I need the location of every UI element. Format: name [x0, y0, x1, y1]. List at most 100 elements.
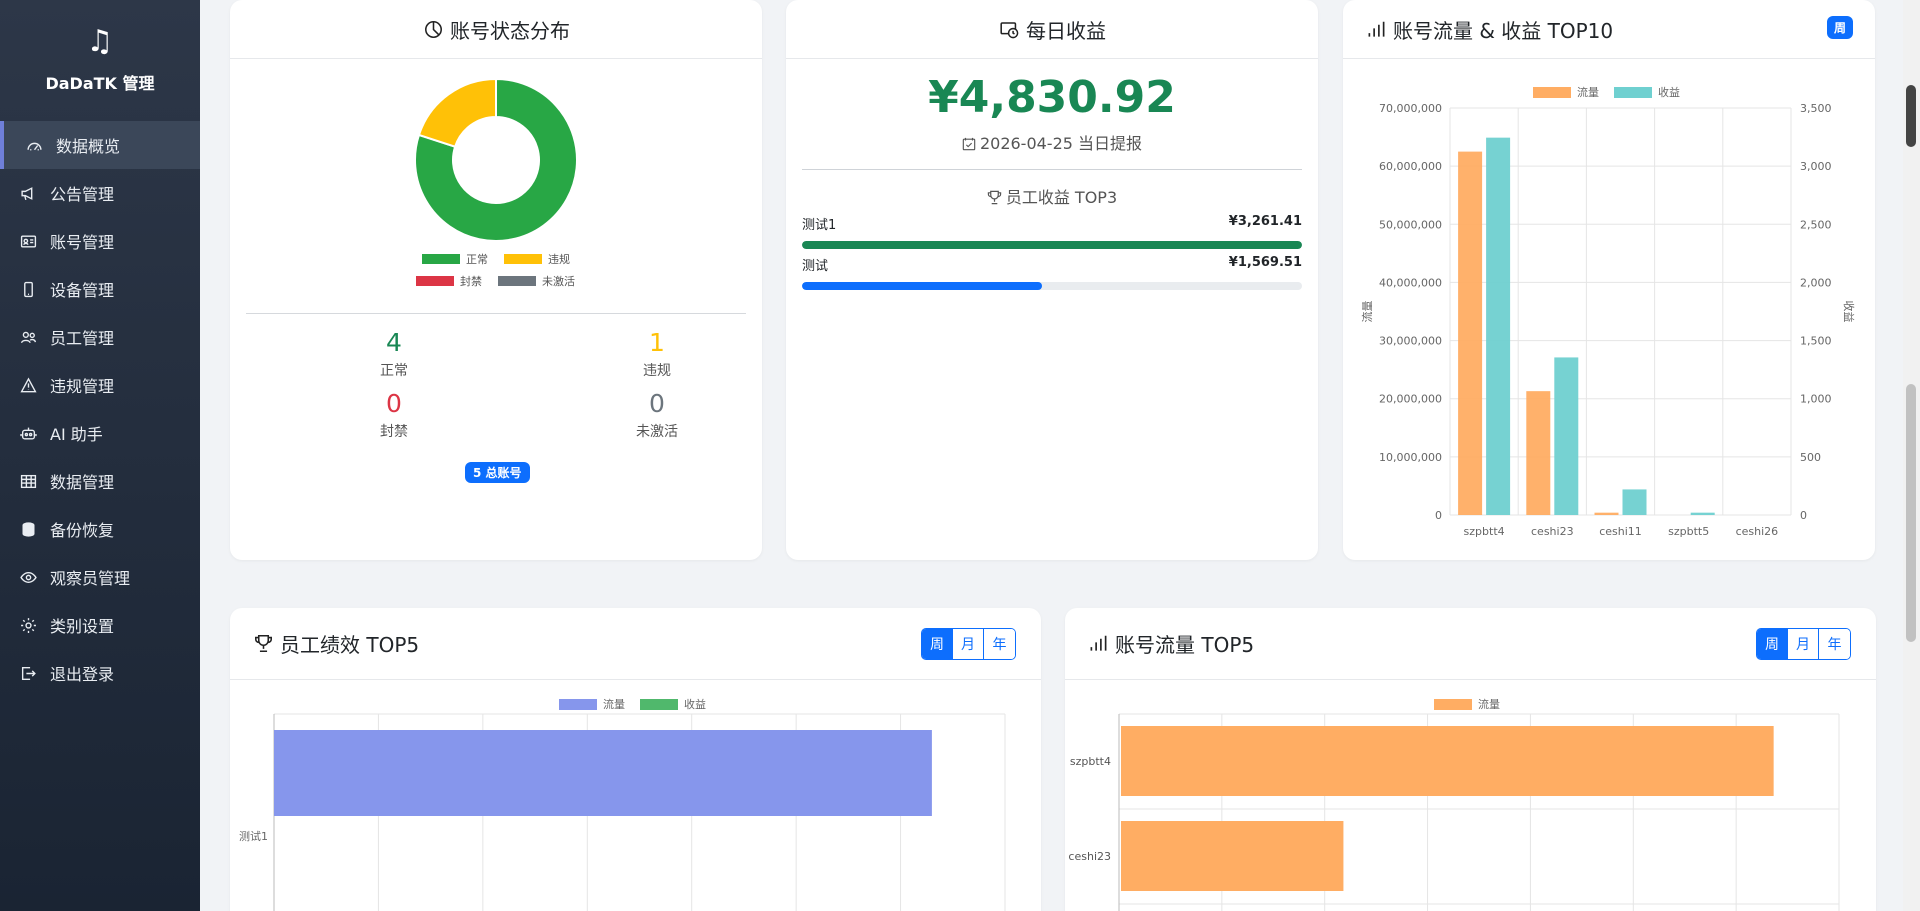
trophy-icon [252, 633, 274, 655]
sidebar-item[interactable]: AI 助手 [0, 409, 200, 457]
legend-swatch [498, 276, 536, 286]
y2-tick-label: 2,500 [1800, 218, 1832, 231]
stat-value: 4 [386, 328, 402, 357]
card-title: 账号流量 & 收益 TOP10 [1393, 18, 1614, 43]
sidebar-item[interactable]: 观察员管理 [0, 553, 200, 601]
card-title: 每日收益 [1026, 18, 1106, 43]
bar-收益-ceshi23[interactable] [1554, 357, 1579, 515]
sidebar-item[interactable]: 违规管理 [0, 361, 200, 409]
bar-流量-szpbtt4[interactable] [1458, 151, 1483, 515]
progress-track [802, 282, 1302, 290]
period-toggle: 周 月 年 [1756, 628, 1851, 660]
status-legend-row-1: 正常 违规 [422, 251, 586, 267]
y-tick-label: 20,000,000 [1379, 393, 1442, 406]
sidebar-item-label: 类别设置 [50, 617, 115, 636]
legend-swatch [559, 699, 597, 710]
sidebar-item[interactable]: 公告管理 [0, 169, 200, 217]
stat-violation: 1 违规 [557, 328, 757, 380]
status-donut-chart [414, 77, 578, 242]
sidebar-item-label: 观察员管理 [50, 569, 131, 588]
period-week-button[interactable]: 周 [1757, 629, 1788, 659]
y-tick-label: ceshi23 [1068, 850, 1111, 863]
legend-swatch [422, 254, 460, 264]
stat-label: 违规 [643, 363, 671, 379]
x-tick-label: szpbtt5 [1668, 525, 1709, 538]
legend-label: 封禁 [460, 275, 482, 288]
legend-label: 收益 [684, 697, 706, 711]
legend-label: 收益 [1658, 85, 1680, 99]
progress-track [802, 241, 1302, 249]
employee-value: ¥3,261.41 [1228, 214, 1302, 229]
y2-axis-label: 收益 [1842, 301, 1856, 323]
legend-swatch [640, 699, 678, 710]
y2-tick-label: 1,500 [1800, 335, 1832, 348]
bar-收益-szpbtt5[interactable] [1690, 512, 1715, 515]
sidebar-item[interactable]: 退出登录 [0, 649, 200, 697]
sidebar-item[interactable]: 备份恢复 [0, 505, 200, 553]
period-year-button[interactable]: 年 [1819, 629, 1850, 659]
divider [246, 313, 746, 314]
top3-title: 员工收益 TOP3 [786, 184, 1318, 209]
y-tick-label: 40,000,000 [1379, 276, 1442, 289]
bar-chart-icon [1087, 633, 1109, 655]
scrollbar-thumb[interactable] [1906, 384, 1916, 642]
bar-收益-ceshi11[interactable] [1622, 489, 1647, 515]
scrollbar-handle-top[interactable] [1906, 85, 1916, 147]
employee-performance-card: 员工绩效 TOP5 周 月 年 流量 收益测试1 [230, 608, 1041, 911]
page-scrollbar[interactable] [1903, 0, 1920, 911]
legend-swatch [416, 276, 454, 286]
legend-label: 流量 [1478, 697, 1500, 711]
donut-slice-正常[interactable] [414, 77, 578, 242]
bar-流量-ceshi11[interactable] [1594, 512, 1619, 515]
period-week-button[interactable]: 周 [922, 629, 953, 659]
bar-流量-ceshi23[interactable] [1121, 821, 1344, 891]
sidebar-item[interactable]: 账号管理 [0, 217, 200, 265]
sidebar-item[interactable]: 员工管理 [0, 313, 200, 361]
sidebar-item[interactable]: 设备管理 [0, 265, 200, 313]
robot-icon [18, 423, 38, 443]
card-header: 每日收益 [786, 0, 1318, 59]
account-status-card: 账号状态分布 正常 违规 封禁 未激活 4 正常 1 违规 0 封禁 0 未激活… [230, 0, 762, 560]
employee-name: 测试 [802, 259, 829, 274]
account-traffic-top5-card: 账号流量 TOP5 周 月 年 流量 szpbtt4 ceshi23 [1065, 608, 1876, 911]
daily-earnings-card: 每日收益 ¥4,830.92 2026-04-25 当日提报 员工收益 TOP3… [786, 0, 1318, 560]
stat-value: 0 [649, 389, 665, 418]
top3-title-text: 员工收益 TOP3 [1005, 188, 1118, 207]
bar-收益-szpbtt4[interactable] [1486, 137, 1511, 515]
sidebar-nav: 数据概览 公告管理 账号管理 设备管理 员工管理 违规管理 AI 助手 数据管理 备份恢复观察员… [0, 121, 200, 697]
sidebar-item-label: 退出登录 [50, 665, 115, 684]
x-tick-label: ceshi26 [1736, 525, 1779, 538]
progress-fill [802, 282, 1042, 290]
withdraw-date: 2026-04-25 当日提报 [786, 130, 1318, 155]
megaphone-icon [18, 183, 38, 203]
traffic-earnings-top10-card: 账号流量 & 收益 TOP10 周 流量 收益 0 0 10,000,000 500 20,… [1343, 0, 1875, 560]
employee-name: 测试1 [802, 218, 837, 233]
y-tick-label: szpbtt4 [1070, 755, 1111, 768]
card-title: 账号流量 TOP5 [1115, 633, 1255, 657]
period-month-button[interactable]: 月 [953, 629, 984, 659]
sidebar-item[interactable]: 类别设置 [0, 601, 200, 649]
bar-流量-测试1[interactable] [274, 730, 932, 816]
bar-chart-icon [1365, 18, 1387, 40]
bar-流量-szpbtt4[interactable] [1121, 726, 1774, 796]
card-header: 员工绩效 TOP5 周 月 年 [230, 608, 1041, 680]
period-badge[interactable]: 周 [1826, 16, 1853, 39]
y-axis-label: 流量 [1360, 301, 1374, 323]
x-tick-label: ceshi23 [1531, 525, 1574, 538]
donut-slice-违规[interactable] [417, 77, 497, 148]
withdraw-text: 2026-04-25 当日提报 [979, 134, 1143, 153]
y-tick-label: 0 [1435, 509, 1442, 522]
y2-tick-label: 1,000 [1800, 393, 1832, 406]
sidebar-item[interactable]: 数据概览 [0, 121, 200, 169]
card-title: 账号状态分布 [450, 18, 570, 43]
stat-inactive: 0 未激活 [557, 389, 757, 441]
legend-label: 流量 [603, 697, 625, 711]
sidebar-item[interactable]: 数据管理 [0, 457, 200, 505]
period-year-button[interactable]: 年 [984, 629, 1015, 659]
legend-label: 流量 [1577, 85, 1599, 99]
y-tick-label: 测试1 [239, 830, 268, 843]
period-month-button[interactable]: 月 [1788, 629, 1819, 659]
y-tick-label: 10,000,000 [1379, 451, 1442, 464]
bar-流量-ceshi23[interactable] [1526, 391, 1551, 515]
